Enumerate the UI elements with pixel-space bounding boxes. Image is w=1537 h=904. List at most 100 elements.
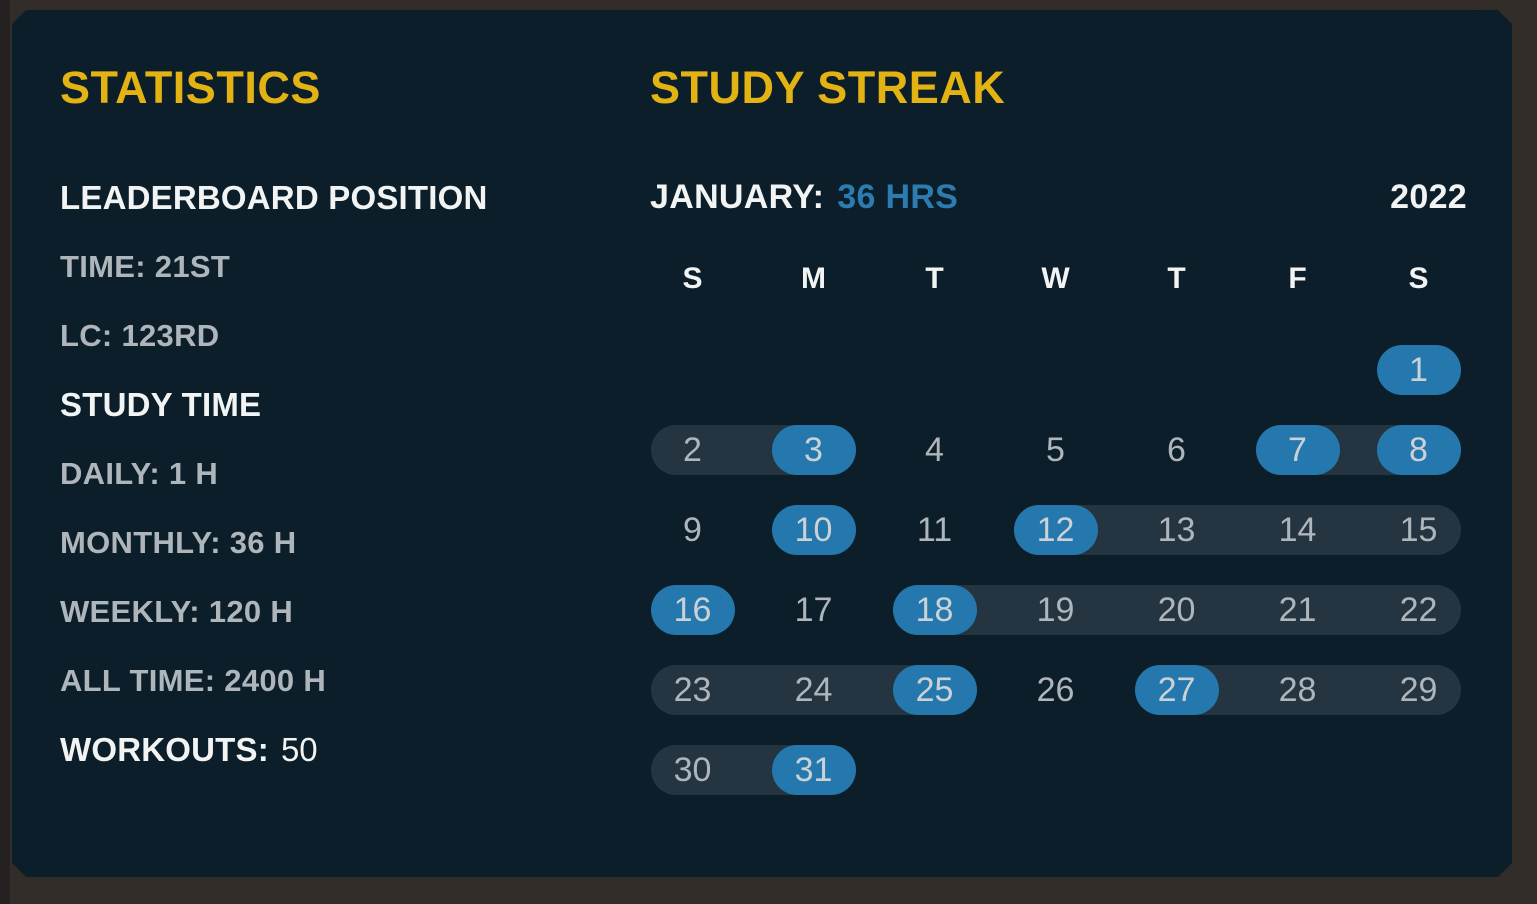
calendar-day-number: 10	[794, 510, 833, 549]
calendar-day: 21	[1237, 570, 1358, 650]
calendar-day: 8	[1358, 410, 1479, 490]
day-of-week-header: M	[801, 262, 826, 295]
stat-heading: STUDY TIME	[60, 385, 262, 423]
calendar-day: 20	[1116, 570, 1237, 650]
calendar-day: 27	[1116, 650, 1237, 730]
calendar-day: 12	[995, 490, 1116, 570]
calendar-day: 6	[1116, 410, 1237, 490]
stat-value: MONTHLY: 36 H	[60, 524, 297, 560]
calendar-day: 3	[753, 410, 874, 490]
calendar-day: 1	[1358, 330, 1479, 410]
calendar-day-number: 13	[1157, 510, 1196, 549]
calendar-day-number: 19	[1036, 590, 1075, 629]
calendar-day-number: 25	[915, 670, 954, 709]
study-day-pill: 27	[1134, 665, 1219, 715]
calendar-day-number: 28	[1278, 670, 1317, 709]
calendar-day-number: 9	[683, 510, 702, 549]
streak-band	[892, 585, 1461, 635]
calendar-day-number: 17	[794, 590, 833, 629]
calendar-day: 2	[632, 410, 753, 490]
study-day-pill: 31	[771, 745, 856, 795]
statistics-section: STATISTICS LEADERBOARD POSITION TIME: 21S…	[60, 62, 620, 768]
calendar-day-number: 14	[1278, 510, 1317, 549]
calendar-day-number: 11	[916, 510, 953, 549]
calendar-day-number: 15	[1399, 510, 1438, 549]
stat-row: WORKOUTS: 50	[60, 715, 620, 784]
streak-calendar-grid: 1 2 3 4 5 6 7 8 9 10 11 12 13 14 15 16 17 18 19 20 21 22 23 24 2…	[632, 330, 1479, 810]
calendar-day-number: 2	[683, 430, 702, 469]
calendar-day-number: 23	[673, 670, 712, 709]
statistics-rows: LEADERBOARD POSITION TIME: 21ST LC: 123RD S…	[60, 163, 620, 784]
calendar-day: 29	[1358, 650, 1479, 730]
stat-row: MONTHLY: 36 H	[60, 508, 620, 577]
stat-value: ALL TIME: 2400 H	[60, 662, 327, 698]
study-day-pill: 18	[892, 585, 977, 635]
stat-heading: LEADERBOARD POSITION	[60, 178, 488, 216]
calendar-day: 14	[1237, 490, 1358, 570]
calendar-day: 26	[995, 650, 1116, 730]
calendar-day-number: 4	[925, 430, 944, 469]
calendar-day-number: 26	[1036, 670, 1075, 709]
calendar-day-number: 31	[794, 750, 833, 789]
calendar-day-number: 21	[1278, 590, 1317, 629]
calendar-day: 5	[995, 410, 1116, 490]
calendar-day: 13	[1116, 490, 1237, 570]
stat-row: LEADERBOARD POSITION	[60, 163, 620, 232]
calendar-day-number: 30	[673, 750, 712, 789]
day-of-week-header: F	[1288, 262, 1307, 295]
calendar-day: 30	[632, 730, 753, 810]
calendar-day: 16	[632, 570, 753, 650]
day-of-week-header: T	[925, 262, 944, 295]
calendar-day: 25	[874, 650, 995, 730]
calendar-day-number: 18	[915, 590, 954, 629]
calendar-day-number: 16	[673, 590, 712, 629]
study-day-pill: 12	[1013, 505, 1098, 555]
month-summary-row: JANUARY: 36 HRS 2022	[632, 178, 1479, 217]
study-day-pill: 3	[771, 425, 856, 475]
calendar-day: 15	[1358, 490, 1479, 570]
stat-row: DAILY: 1 H	[60, 439, 620, 508]
study-day-pill: 25	[892, 665, 977, 715]
calendar-day: 11	[874, 490, 995, 570]
calendar-day: 23	[632, 650, 753, 730]
calendar-day: 9	[632, 490, 753, 570]
calendar-day: 7	[1237, 410, 1358, 490]
calendar-day-number: 1	[1409, 350, 1428, 389]
stat-value: DAILY: 1 H	[60, 455, 219, 491]
day-of-week-header: S	[682, 262, 703, 295]
stat-row: LC: 123RD	[60, 301, 620, 370]
calendar-day-number: 5	[1046, 430, 1065, 469]
calendar-day-number: 8	[1409, 430, 1428, 469]
day-of-week-header: T	[1167, 262, 1186, 295]
study-day-pill: 7	[1255, 425, 1340, 475]
calendar-day: 24	[753, 650, 874, 730]
stat-row: WEEKLY: 120 H	[60, 577, 620, 646]
calendar-day: 10	[753, 490, 874, 570]
month-hours-value: 36 HRS	[837, 178, 959, 216]
stat-value: TIME: 21ST	[60, 248, 231, 284]
stat-row: ALL TIME: 2400 H	[60, 646, 620, 715]
calendar-day: 28	[1237, 650, 1358, 730]
stat-row: STUDY TIME	[60, 370, 620, 439]
calendar-day: 22	[1358, 570, 1479, 650]
stat-heading: WORKOUTS:	[60, 730, 269, 768]
study-day-pill: 8	[1376, 425, 1461, 475]
left-edge-strip	[0, 0, 10, 904]
calendar-day: 18	[874, 570, 995, 650]
calendar-day-number: 27	[1157, 670, 1196, 709]
stat-value: WEEKLY: 120 H	[60, 593, 294, 629]
calendar-day-number: 29	[1399, 670, 1438, 709]
calendar-day-number: 20	[1157, 590, 1196, 629]
month-label: JANUARY:	[650, 178, 825, 216]
calendar-day: 4	[874, 410, 995, 490]
calendar-day-number: 12	[1036, 510, 1075, 549]
calendar-day-number: 6	[1167, 430, 1186, 469]
stat-value: LC: 123RD	[60, 317, 220, 353]
stat-row: TIME: 21ST	[60, 232, 620, 301]
calendar-day-number: 7	[1288, 430, 1307, 469]
calendar-day: 19	[995, 570, 1116, 650]
calendar-day: 17	[753, 570, 874, 650]
day-of-week-header: S	[1408, 262, 1429, 295]
stats-card: STATISTICS LEADERBOARD POSITION TIME: 21S…	[12, 10, 1512, 877]
